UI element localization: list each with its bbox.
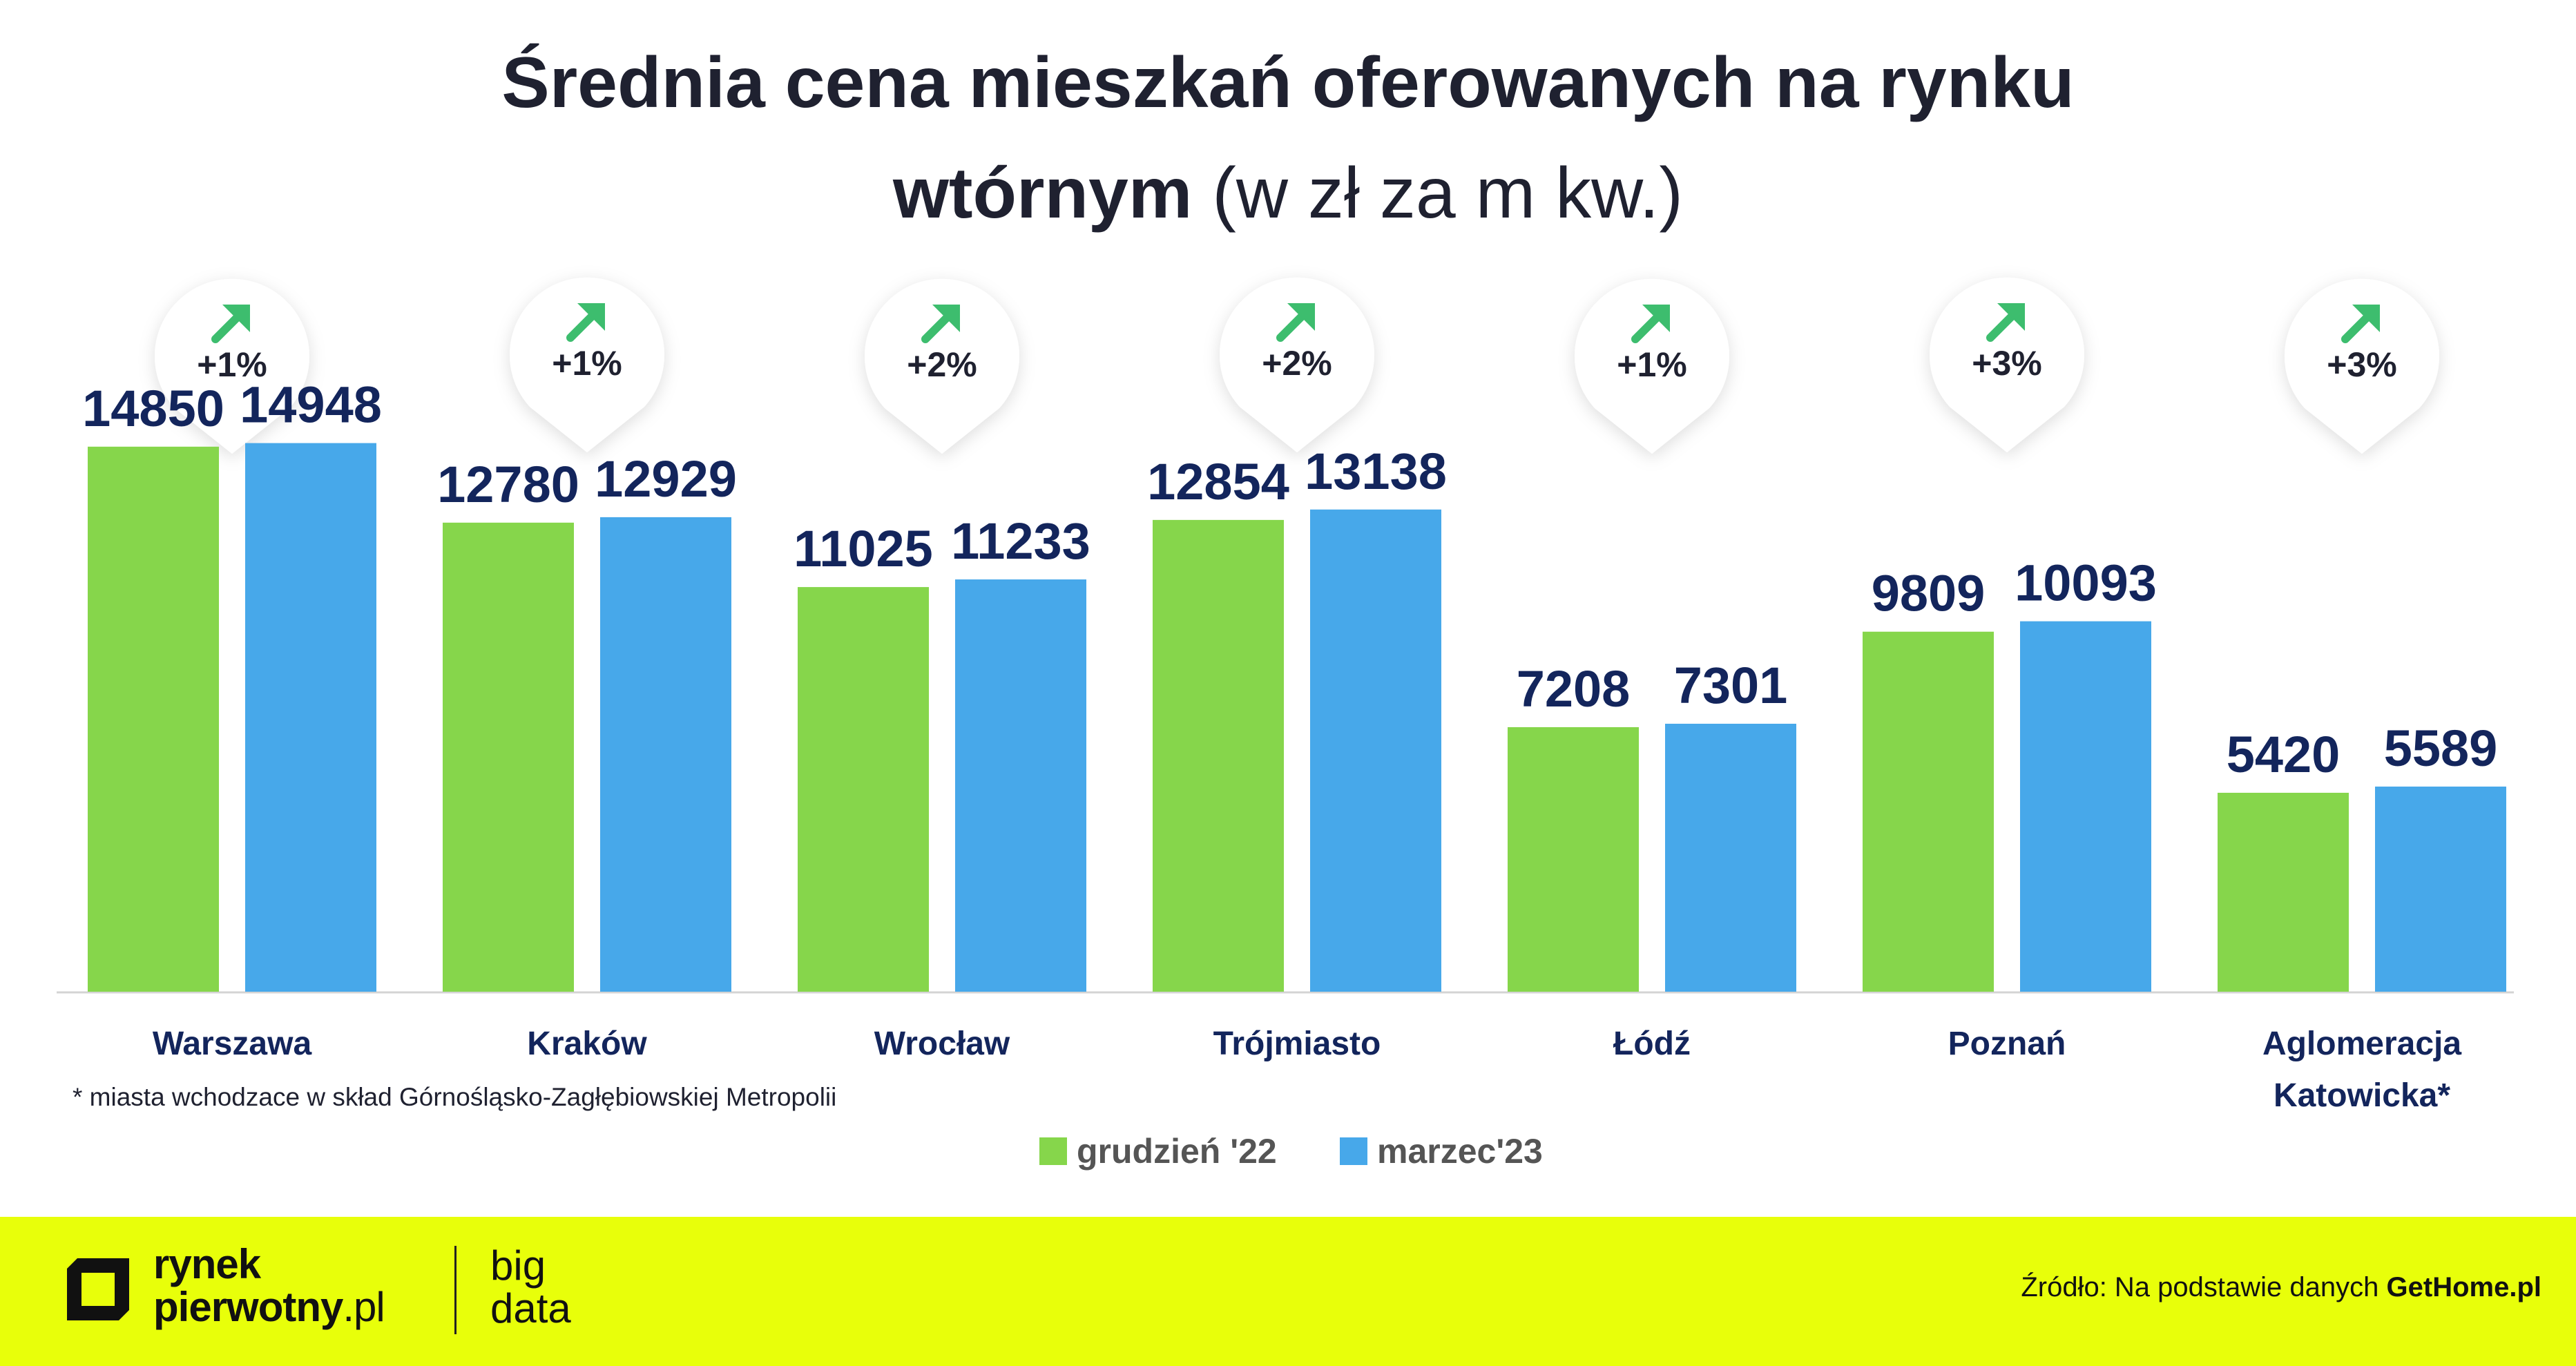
logo-text: rynek pierwotny.pl xyxy=(153,1243,385,1329)
chart-title-line2: wtórnym (w zł za m kw.) xyxy=(0,142,2576,245)
change-marker-krak-w xyxy=(510,277,664,452)
legend-label-grudzien: grudzień '22 xyxy=(1077,1132,1277,1171)
change-marker--d xyxy=(1575,278,1729,454)
category-label-aglomeracja-katowicka-2: Katowicka* xyxy=(2274,1077,2450,1114)
category-label-pozna: Poznań xyxy=(1948,1026,2066,1062)
rynek-pierwotny-logo-icon xyxy=(67,1258,129,1320)
value-label-tr-jmiasto-grudzien: 12854 xyxy=(1147,453,1289,510)
value-label-pozna-marzec: 10093 xyxy=(2015,555,2157,612)
big-data-line1: big xyxy=(490,1242,546,1289)
legend-label-marzec: marzec'23 xyxy=(1377,1132,1543,1171)
value-label-aglomeracja-katowicka-grudzien: 5420 xyxy=(2227,726,2340,783)
change-marker-pozna xyxy=(1930,277,2084,452)
value-label-wroc-aw-marzec: 11233 xyxy=(951,512,1090,570)
change-label-tr-jmiasto: +2% xyxy=(1262,344,1332,383)
bar-krak-w-grudzien xyxy=(443,522,574,992)
logo-divider xyxy=(454,1246,456,1334)
chart-title-line1: Średnia cena mieszkań oferowanych na ryn… xyxy=(501,43,2075,123)
category-label--d: Łódź xyxy=(1613,1026,1691,1062)
arrow-up-right-icon-head xyxy=(1997,303,2025,331)
value-label--d-marzec: 7301 xyxy=(1674,657,1788,714)
bar-warszawa-grudzien xyxy=(88,446,219,992)
arrow-up-right-icon-head xyxy=(2352,305,2380,332)
bar-tr-jmiasto-grudzien xyxy=(1153,519,1284,992)
footnote: * miasta wchodzace w skład Górnośląsko-Z… xyxy=(73,1083,837,1111)
change-marker-tr-jmiasto xyxy=(1220,277,1375,452)
chart-title-unit: (w zł za m kw.) xyxy=(1212,153,1684,233)
change-marker-warszawa xyxy=(155,278,309,454)
logo-line2-suffix: .pl xyxy=(343,1284,385,1330)
bar-aglomeracja-katowicka-grudzien xyxy=(2218,792,2349,992)
bar-pozna-marzec xyxy=(2020,621,2151,992)
change-label-pozna: +3% xyxy=(1972,344,2041,383)
value-label--d-grudzien: 7208 xyxy=(1517,660,1631,718)
category-label-warszawa: Warszawa xyxy=(153,1026,312,1062)
value-label-warszawa-grudzien: 14850 xyxy=(82,380,224,437)
arrow-up-right-icon-head xyxy=(222,305,250,332)
arrow-up-right-icon-head xyxy=(1642,305,1670,332)
value-label-aglomeracja-katowicka-marzec: 5589 xyxy=(2384,720,2498,777)
bar--d-marzec xyxy=(1665,723,1796,992)
change-label-warszawa: +1% xyxy=(197,345,267,384)
value-label-krak-w-marzec: 12929 xyxy=(595,450,737,508)
change-label-wroc-aw: +2% xyxy=(907,345,977,384)
big-data-line2: data xyxy=(490,1285,571,1331)
arrow-up-right-icon-head xyxy=(1287,303,1315,331)
category-label-aglomeracja-katowicka-1: Aglomeracja xyxy=(2262,1026,2461,1062)
source-credit: Źródło: Na podstawie danych GetHome.pl xyxy=(2021,1272,2541,1303)
source-prefix: Źródło: Na podstawie danych xyxy=(2021,1272,2379,1302)
change-label-aglomeracja-katowicka: +3% xyxy=(2327,345,2396,384)
bar--d-grudzien xyxy=(1508,727,1639,992)
arrow-up-right-icon-head xyxy=(932,305,960,332)
category-label-krak-w: Kraków xyxy=(527,1026,647,1062)
chart-title-bold: wtórnym xyxy=(892,153,1193,233)
bar-tr-jmiasto-marzec xyxy=(1310,509,1441,992)
footer-bar: rynek pierwotny.pl big data Źródło: Na p… xyxy=(0,1217,2576,1366)
big-data-logo: big data xyxy=(490,1244,571,1330)
value-label-warszawa-marzec: 14948 xyxy=(240,376,382,434)
logo-line1: rynek xyxy=(153,1241,261,1287)
value-label-pozna-grudzien: 9809 xyxy=(1872,565,1986,622)
value-label-krak-w-grudzien: 12780 xyxy=(437,456,579,513)
bar-pozna-grudzien xyxy=(1863,631,1994,992)
category-label-wroc-aw: Wrocław xyxy=(874,1026,1010,1062)
logo-line2: pierwotny xyxy=(153,1284,343,1330)
bar-krak-w-marzec xyxy=(600,517,731,992)
category-label-tr-jmiasto: Trójmiasto xyxy=(1213,1026,1381,1062)
bar-warszawa-marzec xyxy=(245,443,376,992)
source-name: GetHome.pl xyxy=(2386,1272,2541,1302)
legend-item-marzec: marzec'23 xyxy=(1340,1131,1543,1171)
value-label-tr-jmiasto-marzec: 13138 xyxy=(1305,443,1447,500)
value-label-wroc-aw-grudzien: 11025 xyxy=(794,520,933,577)
change-marker-wroc-aw xyxy=(865,278,1019,454)
bar-aglomeracja-katowicka-marzec xyxy=(2375,786,2506,992)
bar-wroc-aw-marzec xyxy=(955,579,1086,992)
legend-item-grudzien: grudzień '22 xyxy=(1039,1131,1277,1171)
legend-swatch-blue xyxy=(1340,1137,1367,1165)
arrow-up-right-icon-head xyxy=(577,303,605,331)
change-label--d: +1% xyxy=(1617,345,1686,384)
change-label-krak-w: +1% xyxy=(552,344,622,383)
legend-swatch-green xyxy=(1039,1137,1067,1165)
bar-wroc-aw-grudzien xyxy=(798,587,929,992)
change-marker-aglomeracja-katowicka xyxy=(2285,278,2439,454)
